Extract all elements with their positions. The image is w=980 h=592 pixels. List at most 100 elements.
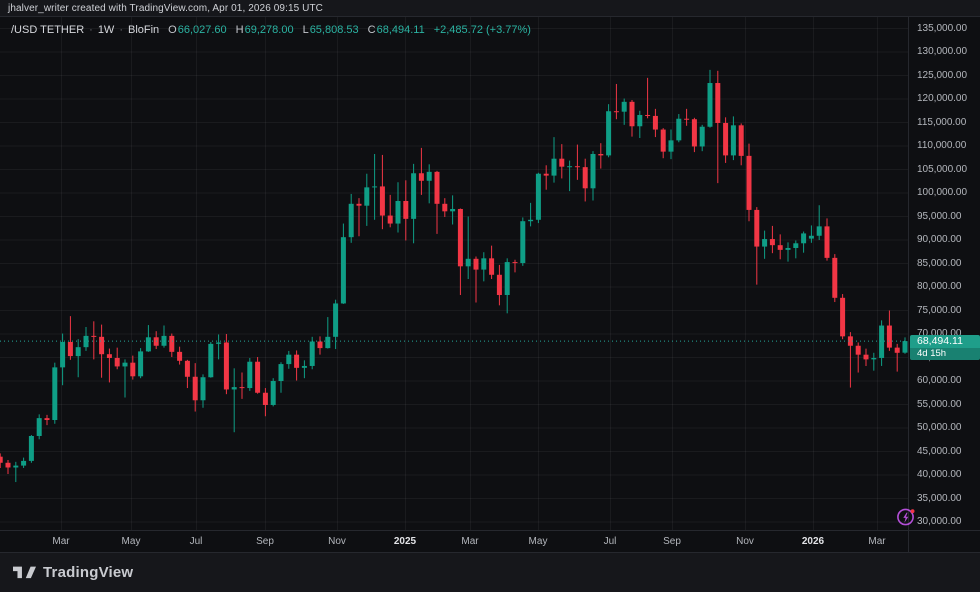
candle-body (75, 347, 81, 357)
time-tick-label: Jul (603, 536, 617, 547)
candle-body (699, 126, 705, 147)
candle-body (44, 418, 50, 421)
candle-body (567, 166, 573, 168)
candle-body (278, 364, 284, 381)
candle-body (200, 377, 206, 401)
candle-body (216, 342, 222, 344)
candle-body (691, 119, 697, 147)
candle-body (52, 367, 58, 421)
price-tick-label: 95,000.00 (917, 210, 962, 222)
candle-body (746, 155, 752, 210)
time-tick-label: Nov (736, 536, 754, 547)
boost-lightning-icon[interactable] (895, 506, 917, 528)
candle-body (598, 153, 604, 156)
candle-body (317, 341, 323, 349)
candle-body (403, 200, 409, 219)
candle-body (668, 140, 674, 152)
last-price-value: 68,494.11 (917, 335, 963, 348)
candle-body (723, 122, 729, 156)
candle-body (60, 341, 66, 368)
ohlc-low: L65,808.53 (302, 24, 359, 36)
candle-body (582, 167, 588, 189)
candle-body (309, 341, 315, 366)
price-tick-label: 75,000.00 (917, 304, 962, 316)
separator: · (119, 24, 123, 36)
candle-body (551, 158, 557, 176)
candle-body (894, 347, 900, 353)
candle-body (434, 171, 440, 204)
time-tick-label: Mar (52, 536, 70, 547)
candle-body (840, 297, 846, 337)
close-value: 68,494.11 (376, 24, 425, 36)
price-tick-label: 105,000.00 (917, 163, 968, 175)
candle-body (169, 335, 175, 352)
candle-body (13, 465, 19, 468)
candle-body (824, 226, 830, 258)
candle-body (442, 203, 448, 212)
price-tick-label: 120,000.00 (917, 93, 968, 104)
time-tick-label: Nov (328, 536, 346, 547)
candle-body (652, 115, 658, 130)
candle-body (559, 158, 565, 167)
candle-body (707, 83, 713, 127)
time-axis[interactable]: Mar May Jul Sep Nov 2025 Mar May Jul Sep Nov 2026 Ma… (0, 530, 908, 552)
candle-body (801, 233, 807, 244)
candle-body (114, 357, 120, 367)
candle-body (457, 208, 463, 267)
candle-body (223, 342, 229, 390)
timeframe[interactable]: 1W (97, 24, 115, 36)
candle-body (247, 361, 253, 389)
candle-body (106, 354, 112, 358)
price-tick-label: 90,000.00 (917, 234, 962, 245)
candle-body (465, 258, 471, 267)
candle-body (255, 361, 261, 393)
candle-body (270, 381, 276, 405)
candle-body (130, 362, 136, 377)
time-tick-label: Sep (256, 536, 274, 547)
candle-body (387, 215, 393, 224)
time-tick-label: May (528, 536, 548, 547)
candle-body (879, 325, 885, 358)
symbol-name[interactable]: /USD TETHER (11, 24, 85, 36)
candle-body (574, 166, 580, 168)
candle-body (816, 226, 822, 236)
candle-body (902, 341, 908, 353)
price-axis[interactable]: 135,000.00 130,000.00 125,000.00 120,000.00… (908, 17, 980, 530)
candle-body (83, 335, 89, 348)
candle-body (21, 460, 27, 466)
price-tick-label: 80,000.00 (917, 281, 962, 292)
candle-body (262, 392, 268, 405)
time-tick-label: Jul (189, 536, 203, 547)
candle-body (660, 129, 666, 152)
candle-body (785, 247, 791, 250)
time-tick-label: 2026 (801, 536, 825, 547)
high-value: 69,278.00 (244, 24, 294, 36)
price-tick-label: 40,000.00 (917, 469, 962, 480)
candle-body (411, 173, 417, 219)
candle-body (730, 125, 736, 156)
tradingview-logo[interactable]: TradingView (13, 563, 133, 583)
candle-body (535, 173, 541, 220)
price-tick-label: 115,000.00 (917, 116, 967, 128)
price-tick-label: 70,000.00 (917, 328, 962, 339)
candle-body (208, 343, 214, 378)
candle-body (379, 186, 385, 216)
candle-body (325, 336, 331, 349)
price-tick-label: 30,000.00 (917, 516, 962, 527)
price-tick-label: 85,000.00 (917, 257, 962, 269)
ohlc-close: C68,494.11 (367, 24, 425, 36)
price-tick-label: 50,000.00 (917, 422, 962, 433)
candle-body (520, 221, 526, 264)
candle-body (590, 153, 596, 189)
price-tick-label: 35,000.00 (917, 492, 962, 504)
candle-body (886, 325, 892, 348)
exchange-name[interactable]: BloFin (127, 24, 160, 36)
candle-body (855, 345, 861, 355)
candle-body (684, 118, 690, 120)
candle-body (231, 387, 237, 390)
candle-body (5, 462, 11, 468)
candle-body (808, 235, 814, 239)
open-value: 66,027.60 (177, 24, 227, 36)
price-tick-label: 55,000.00 (917, 398, 962, 410)
